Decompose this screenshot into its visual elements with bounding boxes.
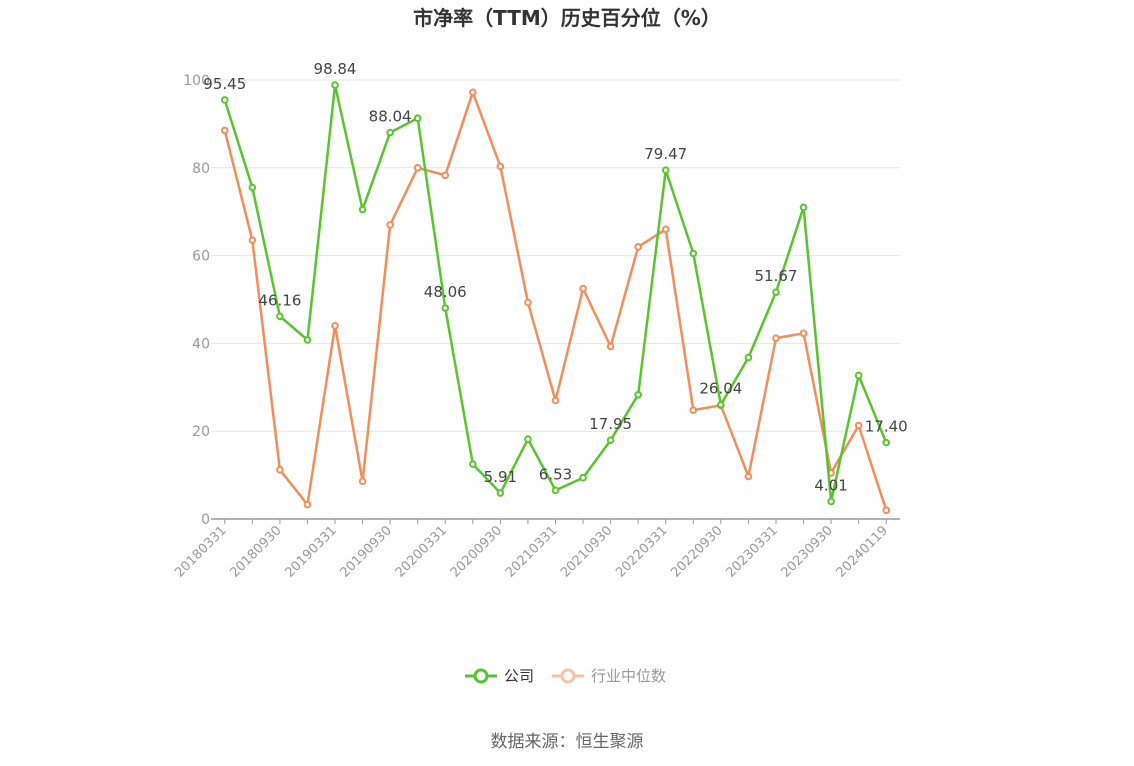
point-0-20240119 xyxy=(882,438,891,447)
data-label-20230930: 4.01 xyxy=(814,476,847,494)
data-label-20190930: 88.04 xyxy=(369,108,412,126)
series-0 xyxy=(220,81,891,506)
x-tick-label-20230930: 20230930 xyxy=(779,523,836,580)
point-1-20210930 xyxy=(606,342,615,351)
series-line-0 xyxy=(223,83,888,503)
point-0-20191231 xyxy=(413,114,422,122)
point-1-20190630 xyxy=(358,477,367,486)
point-1-20180630 xyxy=(248,236,257,245)
point-1-20200930 xyxy=(496,162,505,171)
x-tick-label-20210930: 20210930 xyxy=(558,523,615,580)
x-tick-label-20220331: 20220331 xyxy=(613,523,670,580)
y-tick-label-0: 0 xyxy=(201,512,210,528)
x-tick-label-20210331: 20210331 xyxy=(503,523,560,580)
legend-item-industry[interactable]: 行业中位数 xyxy=(552,667,666,685)
y-tick-label-60: 60 xyxy=(192,249,210,265)
point-0-20200930 xyxy=(496,489,505,497)
y-tick-label-80: 80 xyxy=(192,161,210,177)
point-1-20210630 xyxy=(579,284,587,293)
y-axis: 0 20 40 60 80 100 xyxy=(183,73,210,528)
data-label-20180930: 46.16 xyxy=(258,291,301,309)
point-0-20230331 xyxy=(772,288,780,296)
x-tick-label-20200331: 20200331 xyxy=(393,523,450,580)
point-0-20211231 xyxy=(634,390,642,399)
x-tick-label-20200930: 20200930 xyxy=(448,523,505,580)
point-1-20231231 xyxy=(854,421,863,430)
point-0-20220630 xyxy=(689,249,698,258)
x-tick-label-20190930: 20190930 xyxy=(338,523,395,580)
legend-marker-company xyxy=(473,668,489,684)
point-0-20210930 xyxy=(606,436,615,444)
point-0-20230930 xyxy=(827,497,835,506)
data-label-20200930: 5.91 xyxy=(484,468,517,486)
series-line-1 xyxy=(223,91,888,511)
series-1 xyxy=(220,88,891,515)
point-1-20201231 xyxy=(524,298,532,307)
data-label-20190331: 98.84 xyxy=(314,60,357,78)
point-0-20180930 xyxy=(276,312,284,321)
source-note: 数据来源：恒生聚源 xyxy=(491,732,644,752)
point-0-20200630 xyxy=(469,460,477,468)
point-0-20231231 xyxy=(854,371,863,380)
x-tick-label-20180331: 20180331 xyxy=(172,523,229,580)
legend-marker-industry xyxy=(560,668,576,684)
point-0-20220930 xyxy=(717,400,725,409)
data-label-20210331: 6.53 xyxy=(539,465,572,483)
point-0-20190930 xyxy=(386,128,394,137)
point-1-20221231 xyxy=(744,472,753,481)
point-1-20180930 xyxy=(276,466,284,474)
chart-title: 市净率（TTM）历史百分位（%） xyxy=(413,6,721,30)
point-1-20220331 xyxy=(661,225,670,234)
y-tick-label-40: 40 xyxy=(192,336,210,352)
point-0-20221231 xyxy=(744,353,753,362)
point-1-20240119 xyxy=(882,506,891,515)
point-0-20201231 xyxy=(524,435,532,443)
grid xyxy=(211,79,900,432)
point-1-20210331 xyxy=(551,396,560,405)
y-tick-label-20: 20 xyxy=(192,424,210,440)
point-1-20191231 xyxy=(413,164,422,172)
point-1-20181231 xyxy=(303,500,312,509)
legend-label-company: 公司 xyxy=(504,667,534,685)
x-tick-label-20240119: 20240119 xyxy=(834,523,891,580)
data-label-20220331: 79.47 xyxy=(644,145,687,163)
point-0-20200331 xyxy=(441,304,450,312)
point-0-20210331 xyxy=(551,486,560,495)
data-label-20210930: 17.95 xyxy=(589,415,632,433)
legend[interactable]: 公司 行业中位数 xyxy=(465,667,666,685)
point-1-20200331 xyxy=(441,171,450,180)
point-0-20190630 xyxy=(358,205,367,214)
point-1-20230331 xyxy=(772,334,780,342)
point-0-20210630 xyxy=(579,473,587,482)
y-tick-label-100: 100 xyxy=(183,73,210,89)
data-label-20180331: 95.45 xyxy=(203,75,246,93)
x-tick-label-20190331: 20190331 xyxy=(282,523,339,580)
data-labels: 95.45 46.16 98.84 88.04 48.06 5.91 6.53 17.95 79… xyxy=(203,60,907,494)
point-0-20190331 xyxy=(331,81,339,89)
data-label-20230331: 51.67 xyxy=(755,267,798,285)
data-label-20200331: 48.06 xyxy=(424,283,467,301)
legend-label-industry: 行业中位数 xyxy=(591,667,666,685)
data-label-20220930: 26.04 xyxy=(699,380,742,398)
point-1-20220630 xyxy=(689,406,698,414)
point-0-20220331 xyxy=(661,166,670,174)
x-tick-label-20180930: 20180930 xyxy=(227,523,284,580)
point-1-20211231 xyxy=(634,243,642,251)
series-layer xyxy=(220,81,891,515)
legend-item-company[interactable]: 公司 xyxy=(465,667,534,685)
x-tick-label-20230331: 20230331 xyxy=(723,523,780,580)
data-label-20240119: 17.40 xyxy=(865,418,908,436)
point-0-20230630 xyxy=(799,203,808,212)
point-1-20190930 xyxy=(386,221,394,229)
x-tick-label-20220930: 20220930 xyxy=(668,523,725,580)
point-0-20181231 xyxy=(303,336,312,344)
point-1-20230630 xyxy=(799,329,808,338)
point-0-20180630 xyxy=(248,183,257,192)
point-0-20180331 xyxy=(220,96,229,104)
point-1-20190331 xyxy=(331,322,339,330)
point-1-20200630 xyxy=(469,88,477,97)
x-axis: 2018033120180930201903312019093020200331… xyxy=(172,518,900,581)
point-1-20180331 xyxy=(220,126,229,135)
